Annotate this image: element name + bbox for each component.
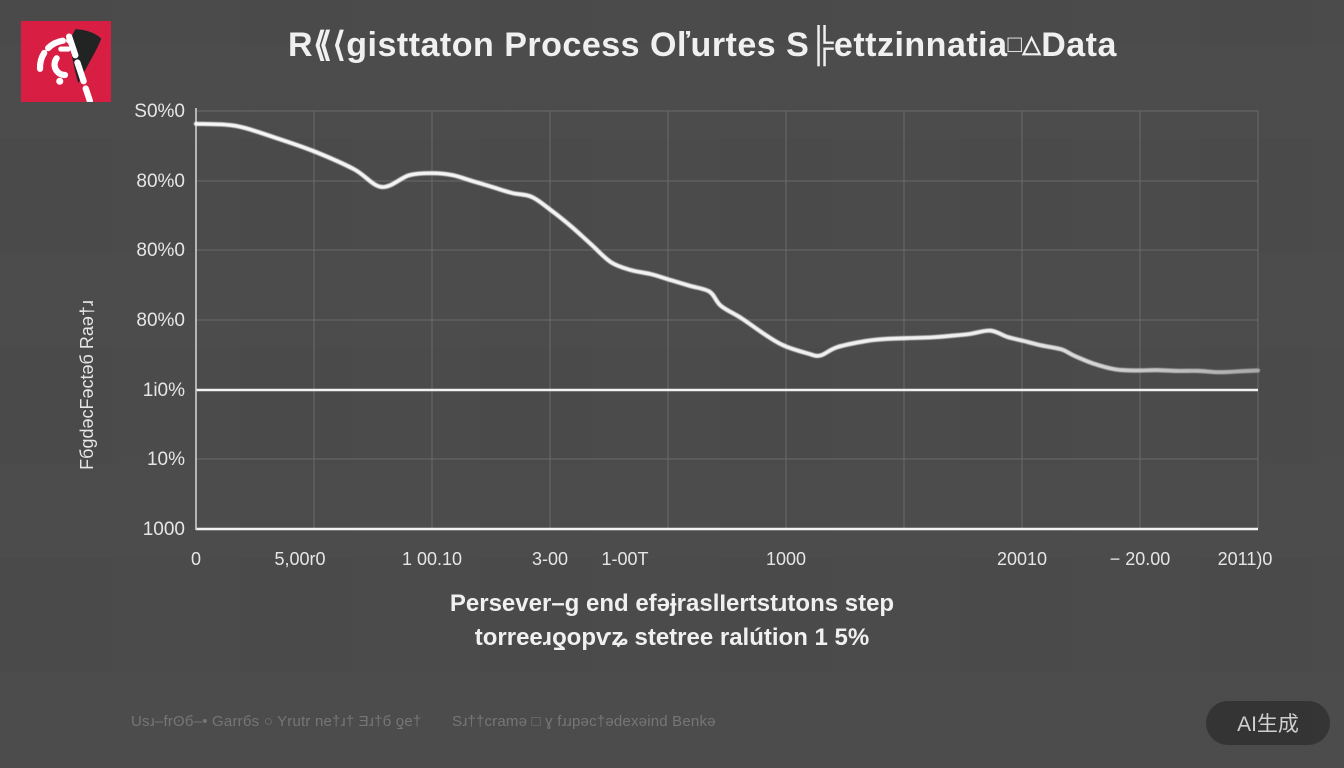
svg-text:5,00r0: 5,00r0: [274, 549, 325, 569]
svg-text:1i0%: 1i0%: [143, 380, 185, 401]
svg-text:80%0: 80%0: [136, 310, 185, 331]
svg-text:1-00T: 1-00T: [601, 549, 648, 569]
svg-text:0: 0: [191, 549, 201, 569]
svg-text:S0%0: S0%0: [134, 101, 185, 122]
svg-text:2011)0: 2011)0: [1218, 549, 1273, 569]
svg-text:80%0: 80%0: [136, 240, 185, 261]
svg-text:1000: 1000: [766, 549, 806, 569]
svg-text:80%0: 80%0: [136, 171, 185, 192]
svg-text:− 20.00: − 20.00: [1110, 549, 1171, 569]
svg-text:FбgdəcFəctəб Raə†ɹ: FбgdəcFəctəб Raə†ɹ: [77, 300, 97, 470]
svg-text:10%: 10%: [147, 449, 185, 470]
svg-text:20010: 20010: [997, 549, 1047, 569]
svg-text:1000: 1000: [143, 519, 185, 540]
svg-text:1 00.10: 1 00.10: [402, 549, 462, 569]
svg-text:3-00: 3-00: [532, 549, 568, 569]
